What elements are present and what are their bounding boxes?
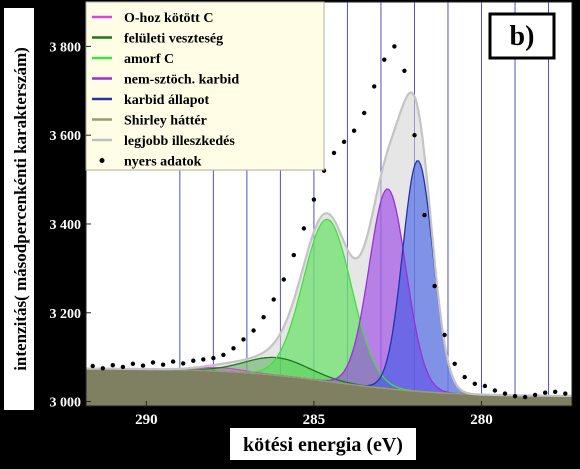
raw-data-point bbox=[100, 366, 106, 371]
raw-data-point bbox=[422, 212, 427, 218]
raw-data-point bbox=[241, 337, 246, 342]
y-label-box bbox=[4, 8, 34, 410]
raw-data-point bbox=[271, 297, 276, 302]
y-tick-label: 3 400 bbox=[50, 218, 82, 233]
raw-data-point bbox=[201, 357, 206, 362]
y-axis-label: intenzitás( másodpercenkénti karakterszá… bbox=[11, 47, 30, 371]
raw-data-points bbox=[90, 44, 568, 400]
raw-data-point bbox=[442, 332, 447, 338]
raw-data-point bbox=[261, 315, 266, 320]
panel-label: b) bbox=[488, 12, 556, 60]
raw-data-point bbox=[110, 363, 116, 368]
raw-data-point bbox=[532, 392, 538, 398]
raw-data-point bbox=[301, 226, 307, 231]
x-tick-label: 290 bbox=[135, 412, 158, 428]
raw-data-point bbox=[372, 84, 377, 89]
raw-data-point bbox=[130, 361, 136, 366]
raw-data-point bbox=[251, 328, 256, 333]
raw-data-point bbox=[221, 352, 226, 358]
x-label-box bbox=[230, 428, 416, 460]
raw-data-point bbox=[563, 391, 568, 396]
raw-data-point bbox=[211, 355, 216, 361]
raw-data-point bbox=[341, 139, 347, 144]
raw-data-point bbox=[382, 57, 387, 62]
raw-data-point bbox=[181, 361, 186, 366]
raw-data-point bbox=[452, 361, 457, 366]
x-tick-label: 280 bbox=[470, 412, 493, 428]
y-axis-ticks: 3 000 3 200 3 400 3 600 3 800 bbox=[50, 40, 91, 411]
raw-data-point bbox=[512, 394, 518, 399]
x-axis-label: kötési energia (eV) bbox=[243, 434, 403, 456]
raw-data-point bbox=[412, 133, 417, 138]
legend-label: karbid állapot bbox=[124, 93, 210, 108]
legend-label: nem-sztöch. karbid bbox=[124, 73, 239, 88]
raw-data-point bbox=[150, 360, 156, 365]
raw-data-point bbox=[502, 391, 508, 396]
raw-data-point bbox=[472, 381, 477, 386]
legend-box bbox=[85, 1, 325, 171]
raw-data-point bbox=[522, 394, 528, 400]
shirley-background-area bbox=[86, 368, 572, 406]
legend-items: O-hoz kötött C felületi veszteség amorf C n… bbox=[92, 11, 239, 170]
raw-data-point bbox=[331, 150, 337, 156]
raw-data-point bbox=[170, 359, 176, 364]
y-tick-label: 3 000 bbox=[50, 396, 82, 411]
plot-frame bbox=[85, 1, 573, 407]
x-axis-ticks: 290 285 280 bbox=[135, 401, 493, 428]
legend-label: legjobb illeszkedés bbox=[124, 134, 235, 149]
raw-data-point bbox=[231, 346, 236, 351]
raw-data-point bbox=[160, 362, 166, 367]
best-fit-line bbox=[86, 91, 572, 397]
raw-data-point bbox=[90, 363, 95, 369]
legend-label: O-hoz kötött C bbox=[124, 11, 213, 26]
legend-label: nyers adatok bbox=[124, 155, 202, 170]
raw-data-point bbox=[311, 197, 317, 202]
legend-marker bbox=[99, 158, 105, 163]
y-tick-label: 3 200 bbox=[50, 307, 82, 322]
component-lines bbox=[86, 91, 572, 397]
raw-data-point bbox=[191, 358, 196, 363]
component-areas bbox=[86, 92, 572, 406]
raw-data-point bbox=[432, 283, 437, 289]
raw-data-point bbox=[553, 389, 558, 394]
raw-data-point bbox=[492, 388, 498, 393]
y-tick-label: 3 800 bbox=[50, 40, 82, 55]
panel-label-text: b) bbox=[510, 21, 535, 52]
panel-label-box bbox=[488, 12, 556, 60]
raw-data-point bbox=[392, 44, 397, 49]
peak-area-2 bbox=[86, 219, 572, 396]
raw-data-point bbox=[351, 128, 357, 133]
raw-data-point bbox=[140, 363, 146, 368]
raw-data-point bbox=[281, 277, 286, 282]
raw-data-point bbox=[362, 110, 367, 116]
legend-label: amorf C bbox=[124, 52, 174, 67]
raw-data-point bbox=[402, 68, 407, 74]
legend-label: felületi veszteség bbox=[124, 32, 223, 47]
y-tick-label: 3 600 bbox=[50, 129, 82, 144]
raw-data-point bbox=[462, 374, 467, 380]
raw-data-point bbox=[120, 364, 126, 370]
legend-label: Shirley háttér bbox=[124, 114, 207, 129]
raw-data-point bbox=[291, 252, 296, 258]
raw-data-point bbox=[543, 390, 548, 395]
legend: O-hoz kötött C felületi veszteség amorf C n… bbox=[85, 1, 325, 171]
raw-data-point bbox=[482, 383, 488, 389]
x-tick-label: 285 bbox=[303, 412, 326, 428]
